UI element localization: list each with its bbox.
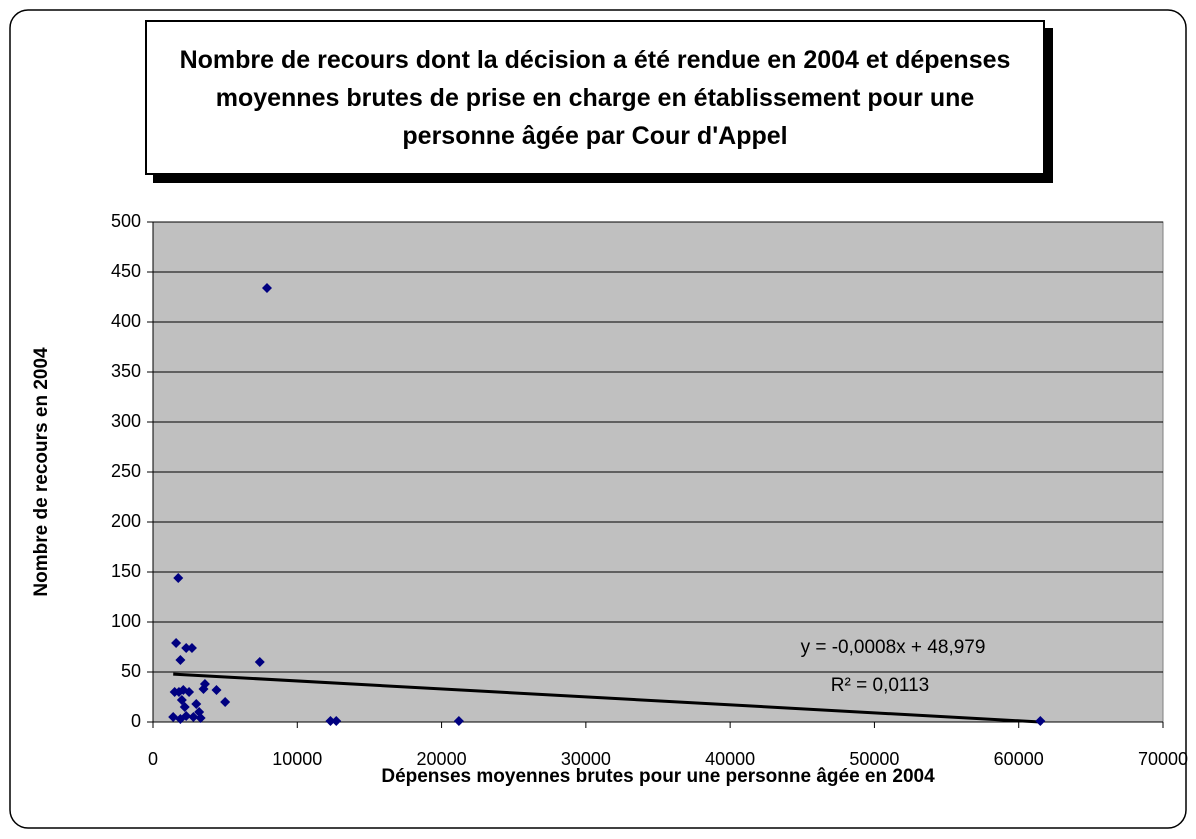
y-tick-label: 350 bbox=[111, 361, 141, 381]
x-tick-label: 50000 bbox=[849, 749, 899, 769]
y-tick-label: 500 bbox=[111, 211, 141, 231]
data-point bbox=[199, 679, 210, 689]
data-point bbox=[186, 643, 197, 653]
data-point bbox=[175, 655, 186, 665]
y-tick-label: 50 bbox=[121, 661, 141, 681]
x-tick-label: 40000 bbox=[705, 749, 755, 769]
y-tick-label: 150 bbox=[111, 561, 141, 581]
y-tick-label: 450 bbox=[111, 261, 141, 281]
y-tick-label: 400 bbox=[111, 311, 141, 331]
x-tick-label: 60000 bbox=[994, 749, 1044, 769]
data-point bbox=[325, 716, 336, 726]
data-point bbox=[168, 712, 179, 722]
data-point bbox=[1035, 716, 1046, 726]
data-point bbox=[331, 716, 342, 726]
x-tick-label: 10000 bbox=[272, 749, 322, 769]
data-point bbox=[453, 716, 464, 726]
data-point bbox=[195, 713, 206, 723]
y-tick-label: 200 bbox=[111, 511, 141, 531]
x-axis-label: Dépenses moyennes brutes pour une person… bbox=[381, 766, 935, 787]
data-point bbox=[254, 657, 265, 667]
y-tick-label: 0 bbox=[131, 711, 141, 731]
data-point bbox=[179, 702, 190, 712]
trendline-equation: y = -0,0008x + 48,979 bbox=[801, 637, 986, 658]
data-point bbox=[171, 638, 182, 648]
x-tick-label: 0 bbox=[148, 749, 158, 769]
y-tick-label: 250 bbox=[111, 461, 141, 481]
x-tick-label: 30000 bbox=[561, 749, 611, 769]
data-point bbox=[181, 643, 192, 653]
data-point bbox=[188, 712, 199, 722]
data-point bbox=[184, 687, 195, 697]
data-point bbox=[175, 714, 186, 724]
data-point bbox=[220, 697, 231, 707]
trendline-r2: R² = 0,0113 bbox=[831, 675, 929, 696]
data-point bbox=[191, 699, 202, 709]
x-tick-label: 70000 bbox=[1138, 749, 1188, 769]
y-tick-label: 100 bbox=[111, 611, 141, 631]
y-tick-label: 300 bbox=[111, 411, 141, 431]
data-point bbox=[211, 685, 222, 695]
trendline bbox=[173, 672, 1041, 724]
data-point bbox=[173, 573, 184, 583]
y-axis-label: Nombre de recours en 2004 bbox=[31, 347, 52, 597]
data-point bbox=[261, 283, 272, 293]
chart-title: Nombre de recours dont la décision a été… bbox=[145, 20, 1045, 175]
x-tick-label: 20000 bbox=[417, 749, 467, 769]
